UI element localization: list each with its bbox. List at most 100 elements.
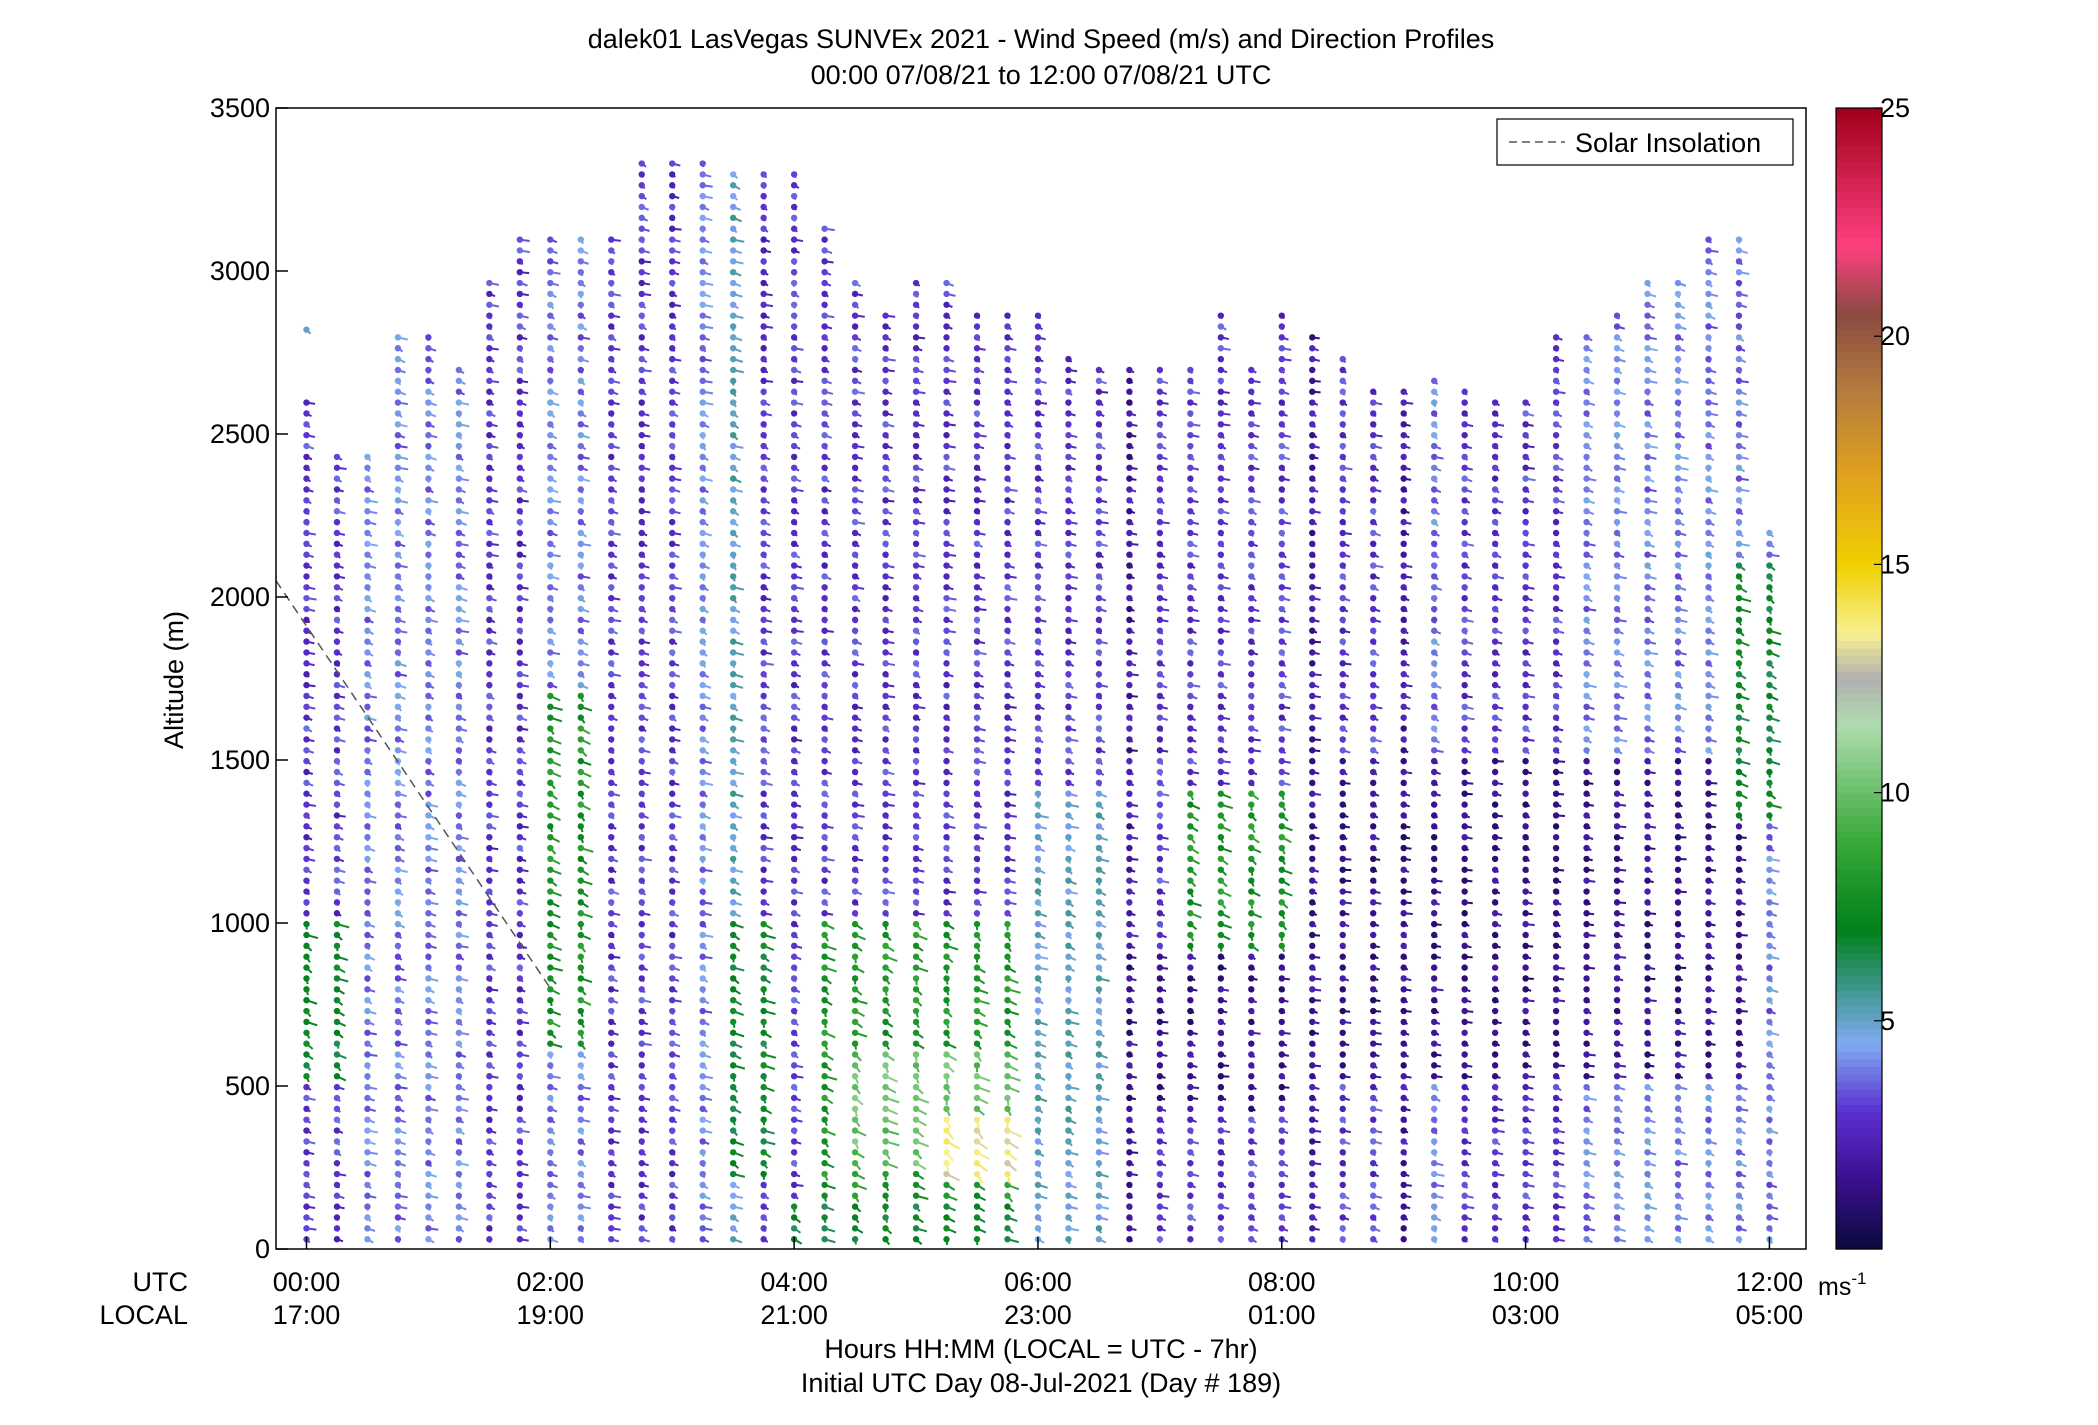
wind-barb-point [547,1214,554,1221]
wind-barb-point [333,1083,341,1091]
wind-barb-point [516,725,524,732]
wind-barb-point [577,1051,584,1058]
wind-barb-point [394,540,402,548]
wind-barb-point [882,757,889,765]
wind-barb-point [455,1127,463,1134]
wind-barb-point [333,986,341,993]
wind-barb-point [1156,1138,1164,1145]
wind-barb-point [1004,649,1011,656]
wind-barb-point [760,1062,767,1069]
wind-barb-point [516,399,524,406]
wind-barb-point [1034,790,1042,797]
wind-barb-point [394,562,402,569]
wind-barb-point [729,464,737,471]
wind-barb-point [851,1062,859,1069]
wind-barb-point [973,844,981,852]
wind-barb-point [608,757,615,765]
wind-barb-point [760,431,767,439]
wind-barb-point [394,584,402,591]
wind-barb-point [638,1127,645,1134]
wind-barb-point [1034,768,1042,776]
wind-barb-point [943,1192,950,1199]
wind-barb-point [547,453,554,461]
wind-barb-point [577,1149,584,1156]
wind-barb-point [1004,345,1011,352]
wind-barb-point [851,888,859,895]
wind-barb-point [851,801,859,808]
wind-barb-point [1095,1094,1103,1102]
wind-barb-point [912,1138,920,1145]
wind-barb-point [516,964,524,971]
wind-barb-point [1004,551,1011,558]
wind-barb-point [547,508,554,515]
wind-barb-point [821,518,828,526]
wind-barb-point [333,725,341,732]
wind-barb-point [333,627,341,634]
wind-barb-point [1156,1159,1164,1167]
wind-barb-point [303,453,310,461]
wind-barb-point [638,660,645,667]
wind-barb-point [638,703,645,711]
wind-barb-point [699,1094,706,1102]
wind-barb-point [821,464,828,471]
wind-barb-point [547,475,554,482]
wind-barb-point [303,584,310,591]
wind-barb-point [547,888,554,895]
wind-barb-point [790,736,798,743]
wind-barb-point [608,768,615,776]
wind-barb-point [577,790,584,797]
wind-barb-point [638,182,645,189]
wind-barb-point [1004,1192,1011,1199]
wind-barb-point [1004,442,1011,450]
wind-barb-point [821,1018,828,1026]
wind-barb-point [303,1105,310,1113]
wind-barb-point [851,551,859,558]
wind-barb-point [699,1018,706,1026]
wind-barb-point [760,996,767,1004]
wind-barb-point [516,475,524,482]
wind-barb-point [821,290,828,298]
wind-barb-point [1126,692,1133,700]
wind-barb-point [1126,1149,1133,1156]
wind-barb-point [364,877,371,884]
wind-barb-point [516,1051,524,1058]
wind-barb-point [547,1203,554,1210]
wind-barb-point [455,442,463,450]
wind-barb-point [699,377,706,385]
wind-barb-point [669,192,676,200]
wind-barb-point [364,508,371,515]
wind-barb-point [1065,1116,1072,1123]
wind-barb-point [729,964,737,971]
wind-barb-point [516,823,524,830]
wind-barb-point [1126,975,1133,982]
wind-barb-point [729,410,737,417]
wind-barb-point [973,562,981,569]
wind-barb-point [425,1040,432,1047]
wind-barb-point [699,431,706,439]
wind-barb-point [1065,747,1072,754]
wind-barb-point [760,464,767,471]
wind-barb-point [394,605,402,613]
wind-barb-point [638,236,645,243]
wind-barb-point [912,660,920,667]
wind-barb-point [486,888,493,895]
wind-barb-point [394,931,402,939]
wind-barb-point [821,1094,828,1102]
wind-barb-point [1126,508,1133,515]
wind-barb-point [669,540,676,548]
wind-barb-point [608,920,615,928]
wind-barb-point [790,247,798,254]
wind-barb-point [486,508,493,515]
wind-barb-point [547,964,554,971]
wind-barb-point [577,866,584,873]
wind-barb-point [516,768,524,776]
wind-barb-point [1095,573,1103,580]
wind-barb-point [486,714,493,721]
wind-barb-point [790,486,798,493]
wind-barb-point [1065,757,1072,765]
wind-barb-point [516,1192,524,1199]
wind-barb-point [699,236,706,243]
wind-barb-point [1004,790,1011,797]
wind-barb-point [547,844,554,852]
wind-barb-point [729,247,737,254]
